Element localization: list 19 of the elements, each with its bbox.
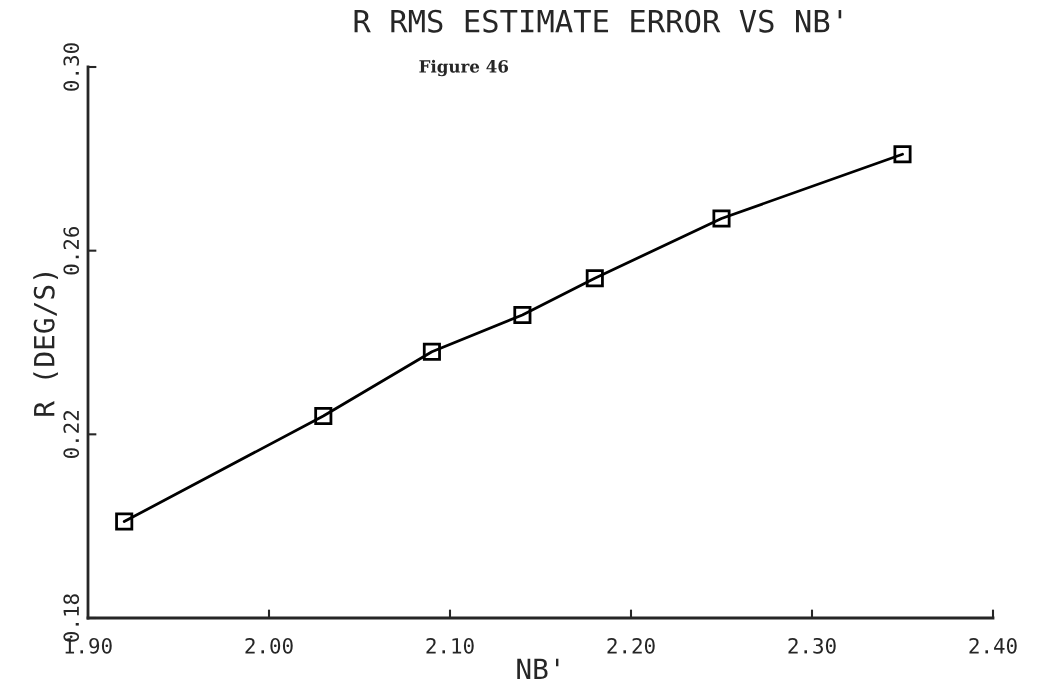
- point: [314, 406, 333, 425]
- point: [115, 512, 134, 531]
- y-tick-label: 0.26: [63, 226, 80, 275]
- point: [712, 209, 731, 228]
- point: [422, 342, 441, 361]
- y-tick-label: 0.22: [63, 411, 80, 459]
- x-tick-label: 2.10: [426, 637, 474, 654]
- x-tick-label: 2.40: [969, 637, 1017, 654]
- y-axis-title: R (DEG/S): [33, 273, 58, 416]
- x-axis-title: NB': [517, 658, 559, 679]
- chart-title: R RMS ESTIMATE ERROR VS NB': [354, 9, 842, 33]
- point: [893, 145, 912, 164]
- x-tick-label: 2.30: [788, 637, 836, 654]
- x-tick-label: 2.20: [607, 637, 655, 654]
- y-tick-label: 0.30: [63, 43, 80, 91]
- point: [585, 269, 604, 288]
- annotation: Figure 46: [419, 59, 509, 77]
- x-tick-label: 2.00: [245, 637, 293, 654]
- point: [513, 305, 532, 324]
